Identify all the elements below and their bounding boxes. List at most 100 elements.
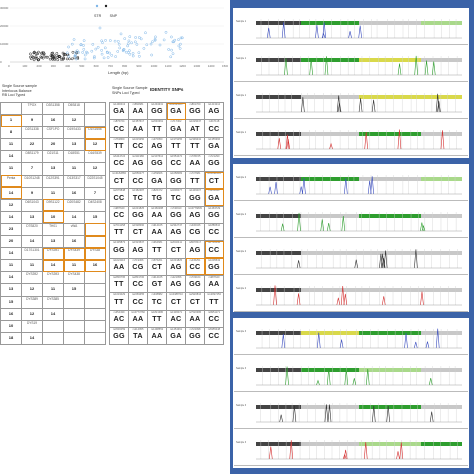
- str-point: [55, 52, 59, 55]
- trace-plot: [256, 19, 462, 39]
- snp-rs-id: rs1058083: [169, 172, 183, 176]
- snp-genotype: CC: [132, 175, 144, 185]
- snp-genotype: CC: [208, 123, 220, 133]
- snp-genotype-cell: rs354439 AC: [109, 309, 129, 328]
- str-allele-value: 13: [8, 286, 14, 292]
- snp-point: [134, 36, 137, 39]
- snp-genotype-cell: rs251934 GA: [204, 188, 224, 207]
- allele-peak: [363, 442, 368, 460]
- str-point: [59, 57, 63, 61]
- snp-point: [126, 42, 130, 46]
- snp-genotype-cell: rs721290 GG: [204, 153, 224, 173]
- str-locus-cell: 14: [42, 259, 64, 273]
- str-point: [34, 56, 38, 60]
- str-locus-cell: 7: [21, 162, 43, 176]
- snp-rs-id: rs1523537: [131, 241, 145, 245]
- str-locus-cell: 9: [21, 114, 43, 128]
- snp-genotype: GA: [208, 192, 220, 202]
- str-grid-row: Penta D10S1248 D12S391 D13S317 D22S1045: [0, 174, 106, 188]
- snp-genotype: AA: [132, 106, 144, 116]
- str-point: [39, 55, 43, 59]
- str-locus-cell: DYS38: [84, 247, 106, 261]
- snp-genotype-cell: rs7041158 TT: [109, 223, 129, 242]
- locus-segment: [420, 251, 462, 255]
- snp-genotype-cell: rs159606 GA: [147, 171, 167, 190]
- snp-genotype-cell: rs10776839 AG: [185, 205, 205, 225]
- allele-peak: [268, 186, 272, 195]
- str-locus-cell: 11: [0, 162, 22, 176]
- locus-segment: [358, 288, 421, 292]
- str-locus-cell: 22: [21, 138, 43, 152]
- locus-marker-bar: [256, 242, 462, 255]
- snp-rs-id: rs1360288: [150, 206, 164, 210]
- snp-point: [179, 42, 182, 46]
- snp-point: [131, 52, 135, 55]
- electropherogram-trace: Sample 3: [234, 394, 468, 429]
- str-locus-cell: D6S1043: [21, 198, 43, 212]
- snp-point: [178, 47, 182, 50]
- str-grid-row: 14 13 10 14 15: [0, 210, 106, 224]
- allele-peak: [425, 341, 430, 349]
- str-locus-name: TPOX: [27, 103, 37, 107]
- str-allele-value: 8: [9, 129, 13, 135]
- snp-genotype-cell: rs430046 CG: [185, 223, 205, 242]
- str-grid-row: 14 D8S1179 D21S11 D18S51 D16S539: [0, 150, 106, 164]
- str-allele-value: 14: [50, 310, 56, 316]
- x-tick-label: 300: [51, 64, 56, 68]
- str-locus-cell: 23: [0, 222, 22, 237]
- snp-point: [67, 45, 70, 49]
- str-locus-name: D18S51: [68, 151, 80, 156]
- str-grid-row: 11 11 14 11 16: [0, 259, 106, 273]
- snp-rs-id: rs576261: [151, 258, 163, 262]
- snp-rs-id: rs370950: [151, 137, 163, 141]
- str-locus-cell: [84, 283, 106, 297]
- snp-genotype-cell: rs221956 AG: [166, 274, 186, 294]
- snp-point: [108, 39, 112, 42]
- snp-rs-id: rs1382387: [131, 189, 145, 193]
- locus-segment: [301, 331, 359, 335]
- x-tick-label: 500: [79, 64, 84, 68]
- snp-genotype-cell: rs1463729 GG: [204, 205, 224, 225]
- allele-peak: [281, 334, 286, 349]
- snp-rs-id: rs722098: [189, 327, 201, 331]
- electropherogram-trace: Sample 3: [234, 431, 468, 466]
- str-locus-cell: 11: [42, 186, 64, 200]
- str-locus-cell: D13S317: [63, 174, 85, 188]
- str-locus-cell: 16: [0, 307, 22, 321]
- allele-peak: [386, 405, 390, 423]
- locus-segment: [256, 21, 302, 25]
- trace-plot: [256, 366, 462, 386]
- snp-rs-id: rs251934: [208, 189, 220, 193]
- electropherogram-section-1: Sample 1 Sample 1 Sample 1 Sample 1: [233, 8, 469, 158]
- trace-plot: [256, 175, 462, 195]
- locus-segment: [256, 214, 302, 218]
- str-locus-cell: 12: [63, 114, 85, 128]
- snp-point: [104, 39, 107, 42]
- locus-segment: [358, 331, 421, 335]
- allele-peak: [420, 291, 424, 306]
- trace-label: Sample 3: [236, 441, 247, 444]
- snp-genotype-cell: rs2831700 CC: [128, 274, 148, 294]
- electropherogram-trace: Sample 1: [234, 10, 468, 45]
- allele-peak: [396, 451, 400, 460]
- allele-peak: [429, 411, 434, 423]
- y-tick-label: 0: [0, 60, 2, 64]
- locus-segment: [301, 214, 359, 218]
- snp-genotype-cell: rs2269355 CC: [128, 292, 148, 311]
- snp-point: [154, 35, 157, 39]
- snp-genotype: GG: [170, 210, 182, 220]
- snp-point: [128, 35, 132, 39]
- str-allele-value: 12: [92, 141, 98, 147]
- snp-rs-id: rs1336071: [169, 310, 183, 314]
- snp-genotype-cell: rs719366 CG: [128, 257, 148, 276]
- snp-point: [171, 40, 175, 44]
- str-allele-value: 14: [8, 213, 14, 219]
- locus-segment: [420, 95, 462, 99]
- str-locus-cell: DYS385: [42, 295, 64, 309]
- locus-segment: [420, 368, 462, 372]
- snp-genotype-cell: rs914165 AA: [147, 223, 167, 242]
- snp-rs-id: rs2046361: [150, 120, 164, 124]
- snp-genotype: GA: [170, 331, 182, 341]
- trace-plot: [256, 403, 462, 423]
- electropherogram-trace: Sample 1: [234, 84, 468, 119]
